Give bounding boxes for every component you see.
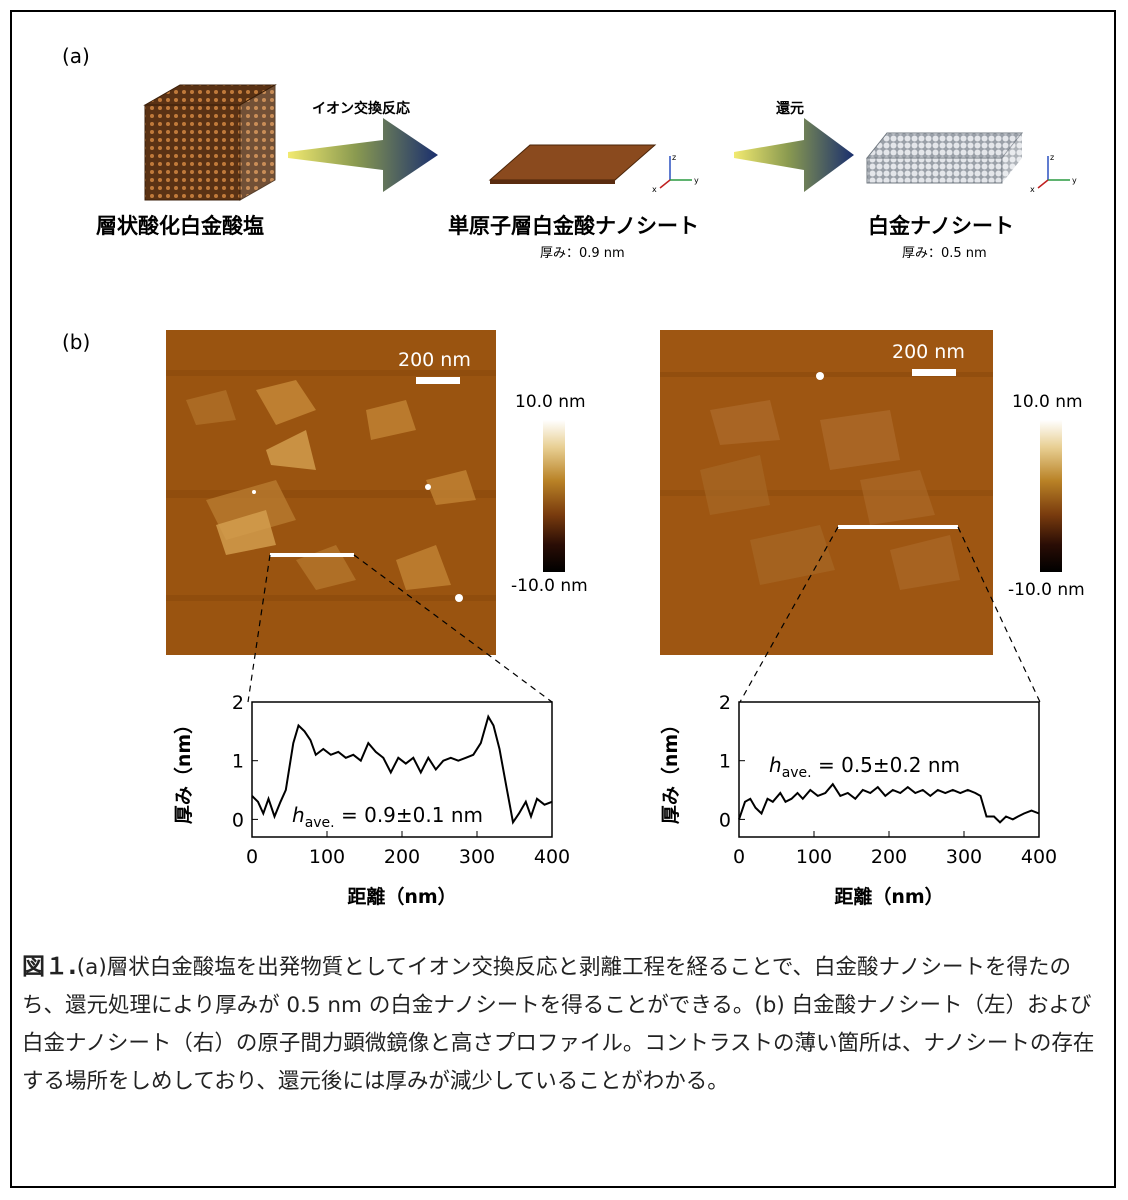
colorbar-right-max: 10.0 nm [1012,392,1083,412]
arrow1-label: イオン交換反応 [312,101,410,117]
colorbar-left-max: 10.0 nm [515,392,586,412]
figure-caption: 図１.(a)層状白金酸塩を出発物質としてイオン交換反応と剥離工程を経ることで、白… [22,948,1102,1101]
layered-crystal-image [143,84,277,201]
platinum-nanosheet-image [865,132,1024,184]
arrow2-label: 還元 [776,101,804,117]
height-profile-chart-left: 0 100 200 300 400 0 1 2 距離（nm） 厚み（nm） have. = 0.9±… [172,692,570,908]
x-tick-label: 400 [1021,846,1057,868]
x-tick-label: 300 [946,846,982,868]
stage2-thickness: 厚み：0.9 nm [540,246,625,261]
scalebar [416,377,460,384]
stage3-thickness: 厚み：0.5 nm [902,246,987,261]
afm-image-left: 200 nm [166,330,496,655]
ion-exchange-arrow [288,118,438,192]
x-tick-label: 200 [871,846,907,868]
profile-series-line [738,782,1040,824]
y-tick-label: 2 [719,692,731,714]
stage3-label: 白金ナノシート [868,214,1014,238]
afm-image-right: 200 nm [660,330,993,655]
x-tick-label: 0 [733,846,745,868]
y-tick-label: 1 [232,751,244,773]
axis-icon: z y x [1030,153,1077,194]
colorbar-left [543,420,565,572]
svg-text:z: z [1050,153,1054,162]
scalebar [912,369,956,376]
x-tick-label: 100 [796,846,832,868]
y-tick-label: 1 [719,751,731,773]
height-profile-chart-right: 0 100 200 300 400 0 1 2 距離（nm） 厚み（nm） have. = 0.5±… [659,692,1057,908]
x-tick-label: 300 [459,846,495,868]
stage2-label: 単原子層白金酸ナノシート [448,214,699,238]
reduction-arrow [734,118,854,192]
x-tick-label: 100 [309,846,345,868]
y-tick-label: 2 [232,692,244,714]
profile-series-line [251,714,553,825]
figure-frame [10,10,1116,1188]
colorbar-right [1040,420,1062,572]
caption-text: (a)層状白金酸塩を出発物質としてイオン交換反応と剥離工程を経ることで、白金酸ナ… [22,955,1095,1094]
zoom-guides [247,526,1041,703]
caption-figure-label: 図１. [22,954,77,980]
scalebar-label: 200 nm [892,341,965,363]
svg-text:x: x [652,185,657,194]
svg-text:z: z [672,153,676,162]
average-height-annotation: have. = 0.9±0.1 nm [292,803,483,831]
platinate-nanosheet-image [488,144,657,184]
colorbar-left-min: -10.0 nm [511,576,588,596]
scalebar-label: 200 nm [398,349,471,371]
y-tick-label: 0 [719,809,731,831]
panel-b-label: (b) [62,330,91,354]
y-tick-label: 0 [232,809,244,831]
x-axis-label: 距離（nm） [834,885,943,908]
average-height-annotation: have. = 0.5±0.2 nm [769,753,960,781]
y-axis-label: 厚み（nm） [172,715,195,824]
x-axis-label: 距離（nm） [347,885,456,908]
svg-text:y: y [1072,176,1077,185]
panel-a-label: (a) [62,44,90,68]
stage1-label: 層状酸化白金酸塩 [96,214,264,238]
colorbar-right-min: -10.0 nm [1008,580,1085,600]
svg-text:x: x [1030,185,1035,194]
x-tick-label: 400 [534,846,570,868]
x-tick-label: 0 [246,846,258,868]
x-tick-label: 200 [384,846,420,868]
axis-icon: z y x [652,153,699,194]
y-axis-label: 厚み（nm） [659,715,682,824]
svg-text:y: y [694,176,699,185]
